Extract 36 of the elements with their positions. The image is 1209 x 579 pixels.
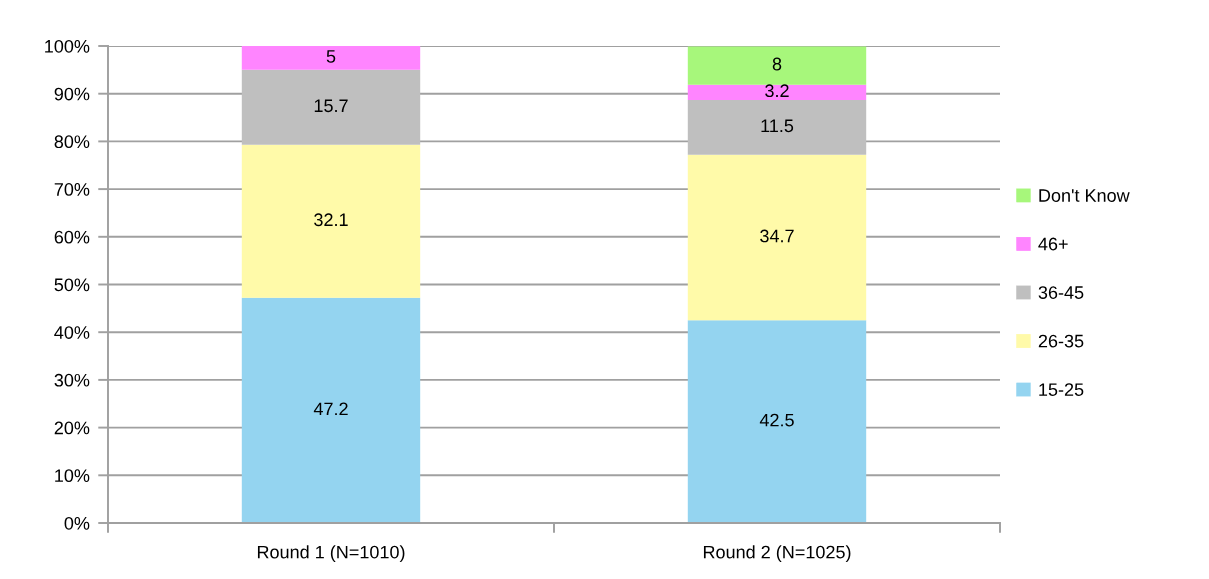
bar	[687, 46, 867, 85]
data-label: 5	[326, 50, 336, 63]
bar	[687, 84, 867, 100]
legend-label: 15-25	[1039, 383, 1084, 396]
bar	[241, 297, 421, 523]
y-tick-label: 70%	[54, 183, 90, 196]
data-label: 32.1	[314, 213, 348, 227]
data-label: 3.2	[765, 84, 789, 98]
data-label: 47.2	[313, 402, 348, 416]
y-tick-label: 100%	[45, 39, 90, 53]
data-label: 11.5	[761, 119, 794, 133]
bar	[241, 46, 421, 70]
legend-label: 26-35	[1038, 334, 1084, 348]
bar	[687, 99, 867, 155]
x-tick-label: Round 2 (N=1025)	[703, 545, 851, 563]
data-label: 34.7	[760, 229, 794, 243]
y-tick-label: 0%	[64, 516, 90, 530]
x-tick-label: Round 1 (N=1010)	[257, 545, 405, 563]
y-tick-label: 20%	[54, 421, 90, 435]
legend-label: Don't Know	[1039, 189, 1130, 202]
data-label: 42.5	[759, 413, 794, 427]
y-tick-label: 60%	[54, 230, 90, 244]
y-tick-label: 40%	[54, 326, 90, 339]
bar	[241, 144, 421, 298]
bar	[687, 320, 867, 523]
data-label: 8	[772, 57, 782, 71]
y-tick-label: 30%	[54, 373, 90, 387]
bar	[241, 69, 421, 145]
legend-label: 46+	[1038, 237, 1068, 251]
data-label: 15.7	[314, 99, 348, 113]
bar	[687, 154, 867, 321]
y-tick-label: 10%	[55, 469, 90, 483]
y-tick-label: 50%	[54, 278, 90, 292]
legend-label: 36-45	[1038, 286, 1084, 299]
y-tick-label: 90%	[54, 87, 90, 101]
y-tick-label: 80%	[54, 135, 90, 149]
